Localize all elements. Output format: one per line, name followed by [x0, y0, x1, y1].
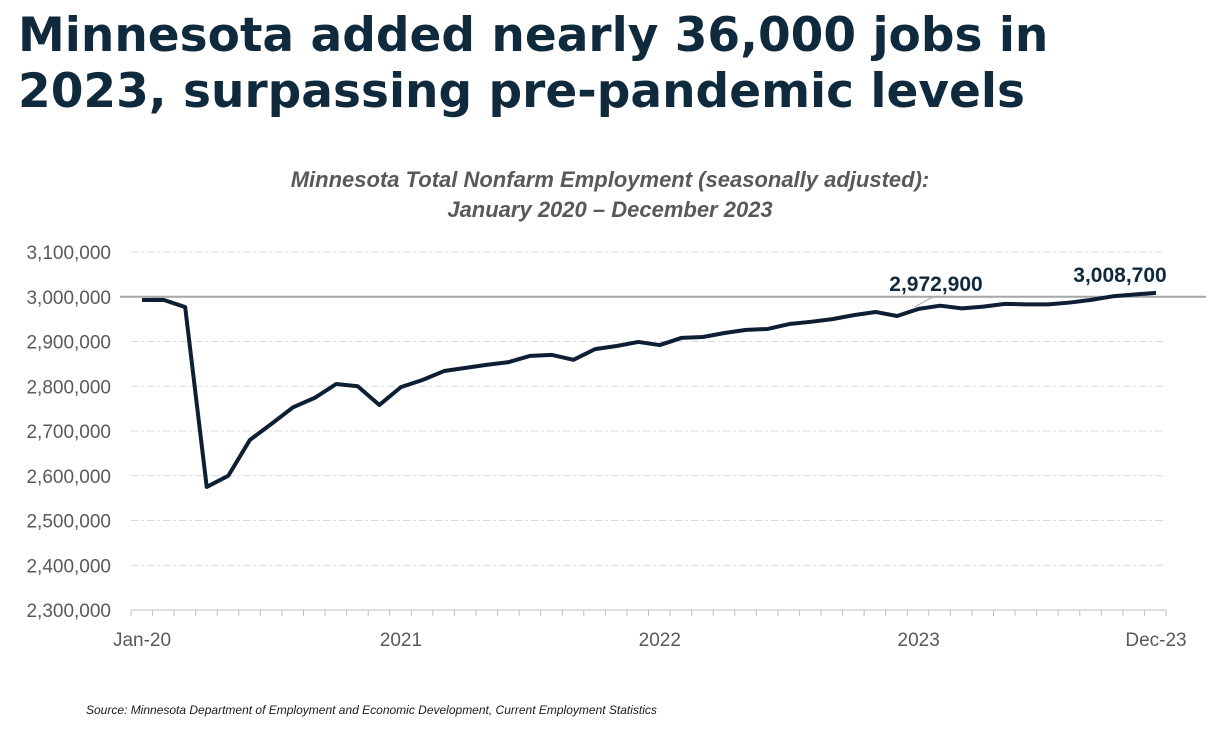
chart-title-line2: January 2020 – December 2023 [447, 197, 773, 222]
y-tick-label: 2,300,000 [26, 601, 111, 622]
y-tick-label: 2,800,000 [26, 377, 111, 398]
x-tick-label: 2023 [898, 630, 940, 651]
annotation-leader [914, 295, 935, 308]
chart-title: Minnesota Total Nonfarm Employment (seas… [0, 165, 1220, 225]
x-tick-label: Dec-23 [1125, 630, 1186, 651]
y-tick-label: 2,400,000 [26, 556, 111, 577]
y-tick-label: 3,100,000 [26, 243, 111, 264]
x-tick-label: 2021 [380, 630, 422, 651]
headline: Minnesota added nearly 36,000 jobs in 20… [18, 8, 1049, 119]
y-tick-label: 2,900,000 [26, 333, 111, 354]
y-tick-label: 3,000,000 [26, 288, 111, 309]
y-tick-label: 2,700,000 [26, 422, 111, 443]
y-tick-label: 2,500,000 [26, 512, 111, 533]
x-tick-label: 2022 [639, 630, 681, 651]
y-tick-label: 2,600,000 [26, 467, 111, 488]
data-label: 2,972,900 [889, 273, 982, 296]
series-line [141, 290, 1157, 489]
source-note: Source: Minnesota Department of Employme… [86, 703, 657, 717]
chart-title-line1: Minnesota Total Nonfarm Employment (seas… [290, 167, 930, 192]
x-tick-label: Jan-20 [113, 630, 171, 651]
data-label: 3,008,700 [1073, 264, 1166, 287]
